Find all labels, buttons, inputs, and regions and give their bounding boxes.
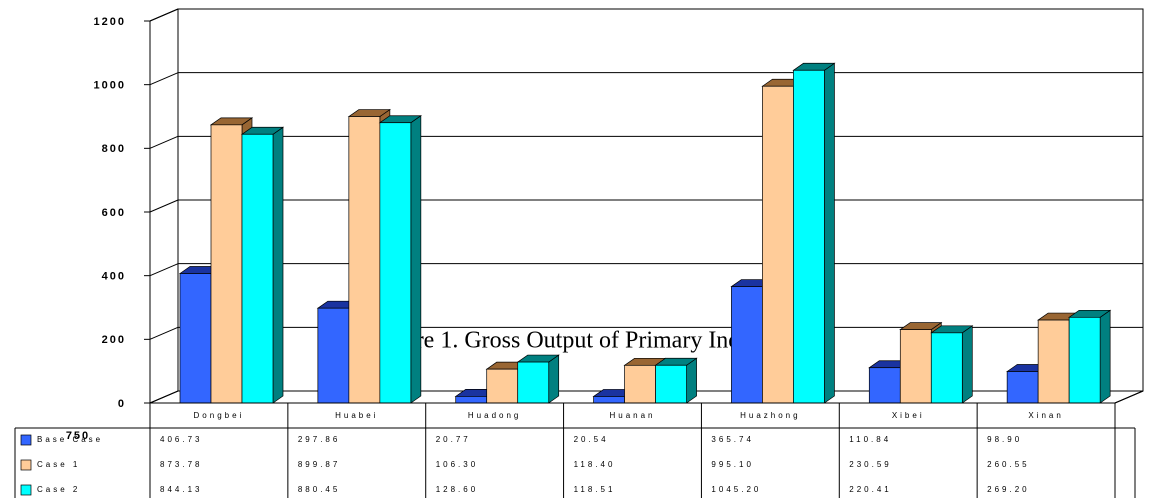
- bar: [1006, 371, 1039, 404]
- y-tick-label: 800: [102, 143, 126, 155]
- x-tick-label: Xinan: [1028, 411, 1063, 420]
- bar: [379, 122, 412, 404]
- bar: [899, 329, 932, 404]
- table-cell: 880.45: [298, 485, 340, 494]
- table-cell: 297.86: [298, 435, 340, 444]
- bar: [762, 85, 794, 404]
- bar: [517, 361, 550, 404]
- x-tick-label: Dongbei: [194, 411, 245, 420]
- table-cell: 128.60: [436, 485, 478, 494]
- table-cell: 118.40: [574, 460, 616, 469]
- y-tick-label: 0: [118, 398, 126, 410]
- bar: [348, 116, 381, 404]
- table-cell: 899.87: [298, 460, 340, 469]
- bar-side: [1099, 309, 1111, 404]
- table-cell: 106.30: [436, 460, 478, 469]
- x-tick-label: Huazhong: [740, 411, 800, 420]
- legend-label: Case 1: [37, 460, 80, 469]
- bar: [593, 396, 625, 404]
- bar: [793, 69, 825, 404]
- bar-side: [824, 62, 835, 404]
- bar: [868, 367, 901, 404]
- y-tick-label: 1000: [94, 80, 126, 92]
- x-tick-label: Huabei: [335, 411, 378, 420]
- x-tick-label: Huadong: [468, 411, 521, 420]
- legend-label: Base Case: [37, 435, 103, 444]
- legend-swatch: [20, 434, 32, 446]
- bar-side: [548, 354, 560, 404]
- table-cell: 220.41: [849, 485, 891, 494]
- bar-side: [272, 126, 284, 404]
- fragment-tick-label: 750: [66, 430, 90, 442]
- table-cell: 260.55: [987, 460, 1029, 469]
- grid-line: [149, 390, 179, 404]
- table-cell: 230.59: [849, 460, 891, 469]
- bar: [317, 307, 350, 404]
- table-cell: 995.10: [711, 460, 753, 469]
- grid-line: [149, 263, 179, 277]
- grid-line: [149, 199, 179, 213]
- chart-title: Figure 1. Gross Output of Primary Indust…: [372, 328, 789, 354]
- y-tick-label: 600: [102, 207, 126, 219]
- bar: [486, 368, 519, 404]
- table-line: [1114, 390, 1144, 404]
- grid-line: [149, 8, 179, 22]
- bar: [455, 396, 488, 404]
- legend-label: Case 2: [37, 485, 80, 494]
- bar-side: [961, 325, 973, 404]
- legend-swatch: [20, 459, 32, 471]
- table-cell: 20.54: [574, 435, 609, 444]
- y-tick-label: 400: [102, 271, 126, 283]
- table-cell: 365.74: [711, 435, 753, 444]
- table-cell: 844.13: [160, 485, 202, 494]
- bar: [624, 364, 656, 404]
- table-cell: 873.78: [160, 460, 202, 469]
- bar-side: [410, 115, 422, 404]
- grid-line: [149, 326, 179, 340]
- table-cell: 1045.20: [711, 485, 761, 494]
- bar: [179, 273, 212, 404]
- bar: [1037, 319, 1070, 404]
- x-tick-label: Xibei: [892, 411, 925, 420]
- bar: [210, 124, 243, 404]
- table-cell: 118.51: [574, 485, 616, 494]
- bar: [655, 364, 687, 404]
- bar: [731, 286, 763, 404]
- table-cell: 98.90: [987, 435, 1022, 444]
- x-tick-label: Huanan: [609, 411, 655, 420]
- table-cell: 110.84: [849, 435, 891, 444]
- bar: [930, 332, 963, 404]
- bar: [241, 133, 274, 404]
- grid-line: [149, 135, 179, 149]
- table-cell: 269.20: [987, 485, 1029, 494]
- legend-swatch: [20, 484, 32, 496]
- table-cell: 406.73: [160, 435, 202, 444]
- y-tick-label: 200: [102, 334, 126, 346]
- y-tick-label: 1200: [94, 16, 126, 28]
- bar-side: [686, 357, 697, 404]
- grid-line: [149, 72, 179, 86]
- table-cell: 20.77: [436, 435, 471, 444]
- bar: [1068, 316, 1101, 404]
